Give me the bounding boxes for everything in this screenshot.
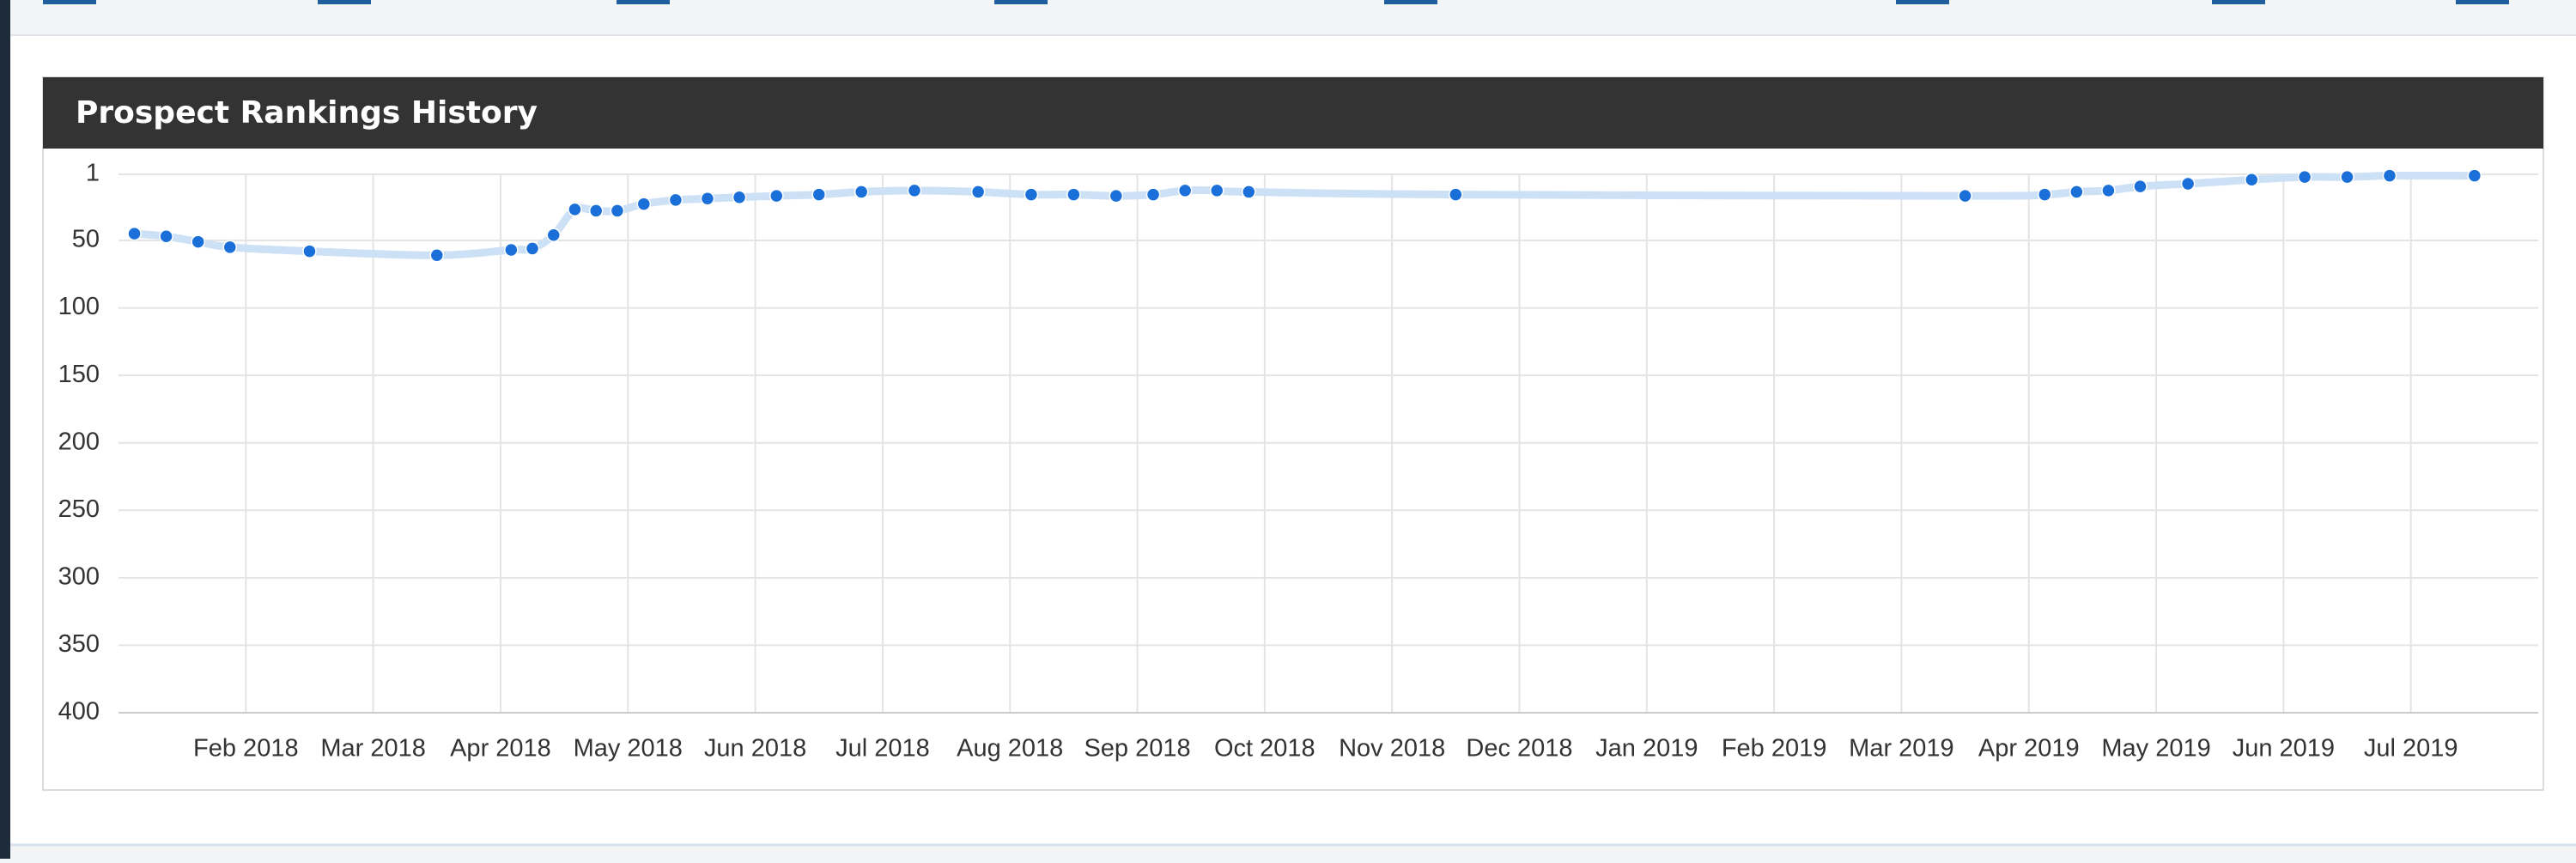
tab <box>2456 0 2509 4</box>
data-point <box>1109 188 1124 204</box>
data-point <box>525 241 540 256</box>
x-tick-label: Jan 2019 <box>1595 735 1698 763</box>
tab <box>2212 0 2265 4</box>
data-point <box>1024 187 1039 202</box>
x-tick-label: Sep 2018 <box>1084 735 1190 763</box>
y-tick-label: 400 <box>58 698 100 726</box>
data-point <box>668 192 683 208</box>
data-point <box>504 242 519 258</box>
data-point <box>2467 168 2482 183</box>
data-point <box>2382 168 2397 183</box>
tab <box>994 0 1048 4</box>
y-tick-label: 100 <box>58 293 100 320</box>
x-tick-label: Apr 2019 <box>1978 735 2080 763</box>
data-point <box>1209 183 1224 198</box>
data-point <box>2245 173 2259 187</box>
data-point <box>2038 187 2052 202</box>
data-point <box>1177 183 1193 198</box>
data-point <box>546 228 561 242</box>
panel-header <box>43 77 2543 149</box>
top-tabs <box>43 0 2509 4</box>
y-tick-label: 300 <box>58 563 100 591</box>
y-tick-label: 50 <box>72 226 100 253</box>
data-point <box>2340 169 2354 185</box>
tab <box>1896 0 1949 4</box>
data-point <box>610 204 625 218</box>
x-tick-label: May 2019 <box>2101 735 2210 763</box>
data-point <box>302 244 317 258</box>
tab <box>43 0 96 4</box>
data-point <box>636 197 652 211</box>
data-point <box>2069 185 2084 199</box>
data-point <box>1958 188 1972 204</box>
data-point <box>854 185 869 199</box>
data-point <box>2133 179 2148 194</box>
x-tick-label: Mar 2018 <box>320 735 426 763</box>
data-point <box>907 183 922 198</box>
x-tick-label: Jun 2018 <box>704 735 806 763</box>
data-point <box>769 188 784 204</box>
x-tick-label: Dec 2018 <box>1466 735 1572 763</box>
x-tick-label: Aug 2018 <box>957 735 1063 763</box>
y-tick-label: 250 <box>58 495 100 523</box>
x-tick-label: Apr 2018 <box>450 735 551 763</box>
y-tick-label: 150 <box>58 361 100 388</box>
data-point <box>222 240 238 255</box>
x-tick-label: Jul 2018 <box>835 735 930 763</box>
data-point <box>732 190 747 204</box>
data-point <box>159 229 173 244</box>
data-point <box>700 191 715 206</box>
data-point <box>2101 183 2116 198</box>
data-point <box>568 202 582 217</box>
data-point <box>1066 187 1081 202</box>
x-tick-label: Nov 2018 <box>1339 735 1445 763</box>
chart-title: Prospect Rankings History <box>76 95 538 131</box>
data-point <box>588 204 604 218</box>
x-tick-label: Oct 2018 <box>1214 735 1315 763</box>
data-point <box>191 234 205 249</box>
data-point <box>127 226 142 241</box>
data-point <box>2297 169 2312 185</box>
data-point <box>1145 187 1161 202</box>
data-point <box>811 187 826 202</box>
sidebar-edge <box>0 0 10 859</box>
y-tick-label: 200 <box>58 428 100 455</box>
y-tick-label: 1 <box>86 160 100 187</box>
data-point <box>1242 185 1256 199</box>
tab <box>318 0 371 4</box>
data-point <box>2180 176 2196 191</box>
x-tick-label: Mar 2019 <box>1849 735 1954 763</box>
tab <box>1384 0 1437 4</box>
x-tick-label: Jun 2019 <box>2233 735 2335 763</box>
tab <box>617 0 670 4</box>
x-tick-label: Feb 2019 <box>1722 735 1827 763</box>
data-point <box>970 185 986 199</box>
x-tick-label: Feb 2018 <box>193 735 299 763</box>
data-point <box>429 248 445 263</box>
x-tick-label: May 2018 <box>574 735 683 763</box>
y-tick-label: 350 <box>58 630 100 658</box>
data-point <box>1449 187 1463 202</box>
x-tick-label: Jul 2019 <box>2364 735 2458 763</box>
